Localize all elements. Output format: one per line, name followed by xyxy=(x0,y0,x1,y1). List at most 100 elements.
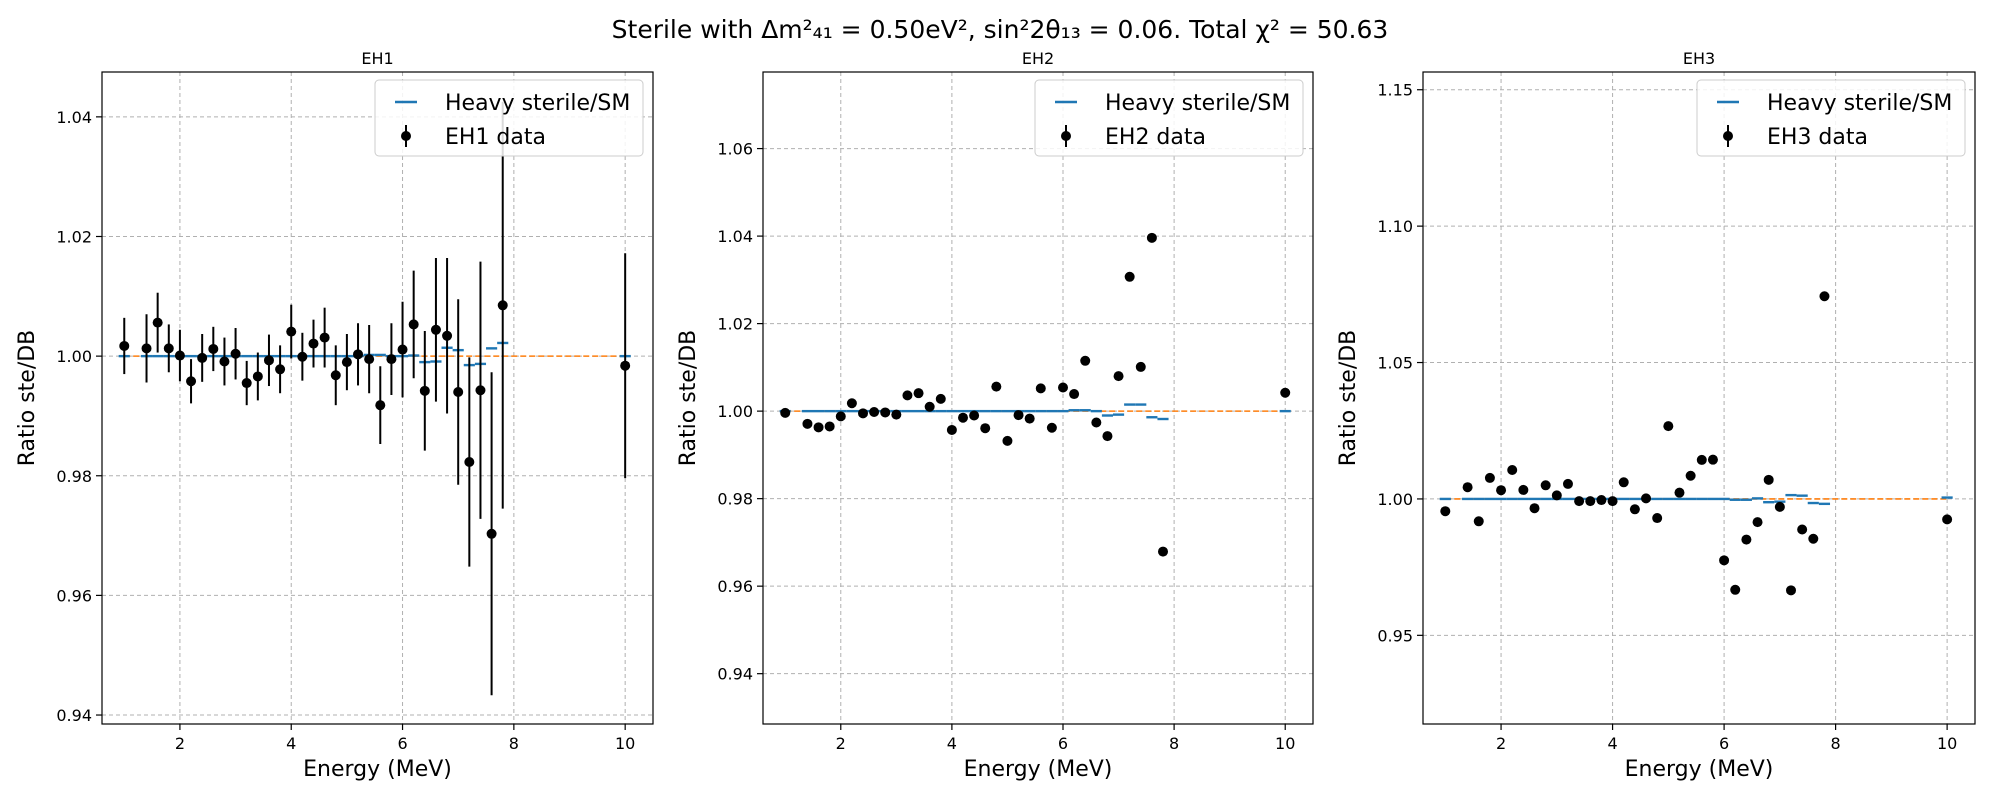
data-point xyxy=(386,354,397,365)
data-point xyxy=(1069,389,1080,400)
legend-model-label: Heavy sterile/SM xyxy=(1105,91,1290,116)
data-point xyxy=(364,354,375,365)
data-point xyxy=(1540,480,1551,491)
y-tick-label: 1.10 xyxy=(1377,217,1413,236)
data-point xyxy=(924,401,935,412)
data-point xyxy=(1707,454,1718,465)
data-point xyxy=(991,381,1002,392)
panel-eh3: 2 4 6 8 10 0.95 1.00 1.05 1.10 1.15 EH3 Energy (MeV… xyxy=(1336,49,1976,782)
data-point xyxy=(1629,504,1640,515)
y-tick-label: 1.02 xyxy=(717,315,753,334)
data-point xyxy=(1080,355,1091,366)
axes-frame xyxy=(762,71,1314,725)
data-point xyxy=(620,360,631,371)
data-point xyxy=(1507,465,1518,476)
x-tick-label: 8 xyxy=(1169,734,1179,753)
plot-area xyxy=(1423,72,1975,724)
data-point xyxy=(913,388,924,399)
legend: Heavy sterile/SM EH3 data xyxy=(1696,79,1966,157)
figure-title: Sterile with Δm²₄₁ = 0.50eV², sin²2θ₁₃ =… xyxy=(612,15,1389,44)
data-point xyxy=(1786,585,1796,596)
data-point xyxy=(1551,490,1562,501)
data-point xyxy=(1696,454,1707,465)
subplot-title: EH3 xyxy=(1683,49,1715,68)
data-point xyxy=(1046,422,1057,433)
data-point xyxy=(1752,517,1763,528)
data-point xyxy=(375,400,386,411)
data-point xyxy=(442,330,453,341)
x-axis-label: Energy (MeV) xyxy=(1625,757,1774,782)
data-point xyxy=(1618,477,1629,488)
data-point xyxy=(980,423,991,434)
data-point xyxy=(263,355,274,366)
data-point xyxy=(1135,361,1146,372)
data-point xyxy=(308,338,319,349)
data-point xyxy=(935,393,946,404)
data-point xyxy=(186,376,197,387)
panel-eh1: 2 4 6 8 10 0.94 0.96 0.98 1.00 1.02 1.04 EH1 Energy … xyxy=(15,49,654,782)
data-point xyxy=(1797,524,1808,535)
legend-box xyxy=(1034,79,1304,157)
data-point xyxy=(1496,485,1507,496)
data-point xyxy=(163,343,174,354)
legend-data-label: EH1 data xyxy=(445,125,546,150)
legend-data-swatch xyxy=(1061,131,1071,141)
legend: Heavy sterile/SM EH1 data xyxy=(374,79,644,157)
data-point xyxy=(1002,435,1013,446)
data-point xyxy=(1585,496,1596,507)
x-tick-label: 6 xyxy=(1719,734,1729,753)
data-point xyxy=(813,422,824,433)
data-point xyxy=(1158,546,1168,557)
y-axis-label: Ratio ste/DB xyxy=(15,330,40,467)
y-tick-label: 0.98 xyxy=(717,490,753,509)
data-point xyxy=(141,343,152,354)
data-point xyxy=(341,357,352,368)
data-point xyxy=(430,324,441,335)
subplot-title: EH1 xyxy=(361,49,393,68)
data-point xyxy=(119,340,130,351)
subplot-title: EH2 xyxy=(1022,49,1054,68)
data-point xyxy=(1280,387,1291,398)
y-tick-label: 1.00 xyxy=(1377,490,1413,509)
y-tick-label: 0.98 xyxy=(56,467,92,486)
y-tick-label: 1.00 xyxy=(56,347,92,366)
data-point xyxy=(397,344,408,355)
data-point xyxy=(902,390,913,401)
data-point xyxy=(1529,503,1540,514)
data-point xyxy=(408,319,419,330)
y-axis-label: Ratio ste/DB xyxy=(676,330,701,467)
x-tick-label: 6 xyxy=(397,734,407,753)
data-point xyxy=(241,378,252,389)
data-point xyxy=(1942,514,1953,525)
data-point xyxy=(1819,291,1830,302)
data-point xyxy=(1574,496,1585,507)
y-tick-label: 0.95 xyxy=(1377,626,1413,645)
data-point xyxy=(1440,506,1451,517)
axes-frame xyxy=(101,71,654,725)
plot-area xyxy=(102,72,653,724)
data-point xyxy=(869,407,880,418)
data-point xyxy=(1719,555,1730,566)
x-tick-label: 4 xyxy=(947,734,957,753)
data-point xyxy=(252,371,263,382)
x-tick-label: 10 xyxy=(1937,734,1957,753)
data-point xyxy=(330,370,341,381)
data-point xyxy=(464,457,475,468)
y-tick-label: 0.94 xyxy=(717,665,753,684)
y-tick-label: 1.15 xyxy=(1377,81,1413,100)
data-point xyxy=(1146,232,1157,243)
legend-data-swatch xyxy=(1723,131,1733,141)
data-point xyxy=(1741,534,1752,545)
data-point xyxy=(486,528,497,539)
x-tick-label: 2 xyxy=(836,734,846,753)
data-point xyxy=(319,332,330,343)
data-point xyxy=(1763,474,1774,485)
y-tick-label: 0.96 xyxy=(717,577,753,596)
data-point xyxy=(891,409,902,420)
data-point xyxy=(946,424,957,435)
y-tick-label: 1.05 xyxy=(1377,354,1413,373)
data-point xyxy=(824,421,835,432)
data-point xyxy=(297,351,308,362)
data-point xyxy=(1035,383,1046,394)
x-tick-label: 2 xyxy=(175,734,185,753)
